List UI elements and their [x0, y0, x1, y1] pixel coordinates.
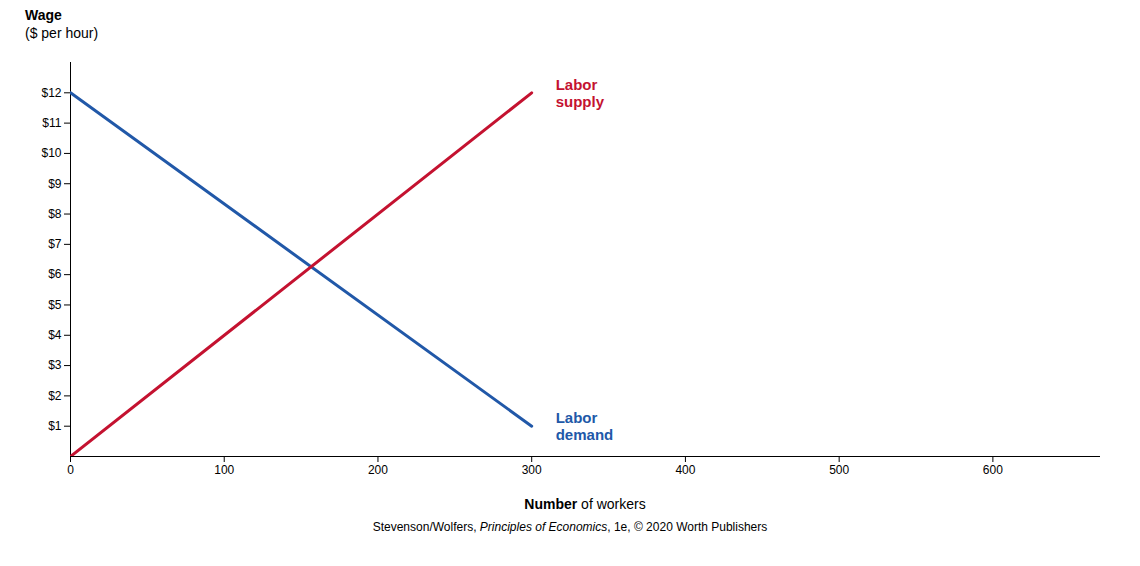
svg-text:$8: $8: [48, 207, 62, 221]
svg-text:$2: $2: [48, 389, 62, 403]
html-text:Number of workers: Number of workers: [524, 496, 646, 512]
html-text:Wage: Wage: [25, 7, 62, 23]
svg-text:500: 500: [829, 463, 849, 477]
svg-text:$4: $4: [48, 328, 62, 342]
svg-text:$3: $3: [48, 358, 62, 372]
svg-text:0: 0: [67, 463, 74, 477]
svg-text:$1: $1: [48, 419, 62, 433]
svg-text:Labordemand: Labordemand: [556, 409, 614, 443]
svg-text:$5: $5: [48, 298, 62, 312]
svg-text:200: 200: [368, 463, 388, 477]
svg-text:$7: $7: [48, 237, 62, 251]
svg-text:$9: $9: [48, 177, 62, 191]
svg-text:Laborsupply: Laborsupply: [556, 76, 605, 110]
svg-text:$11: $11: [42, 116, 61, 130]
svg-text:600: 600: [983, 463, 1003, 477]
html-text:Stevenson/Wolfers, Principles: Stevenson/Wolfers, Principles of Economi…: [372, 520, 768, 534]
svg-text:400: 400: [675, 463, 695, 477]
html-text:($ per hour): ($ per hour): [25, 25, 99, 41]
svg-text:300: 300: [522, 463, 542, 477]
svg-text:$6: $6: [48, 267, 62, 281]
svg-text:100: 100: [214, 463, 234, 477]
svg-text:$10: $10: [41, 146, 61, 160]
svg-text:$12: $12: [41, 86, 61, 100]
